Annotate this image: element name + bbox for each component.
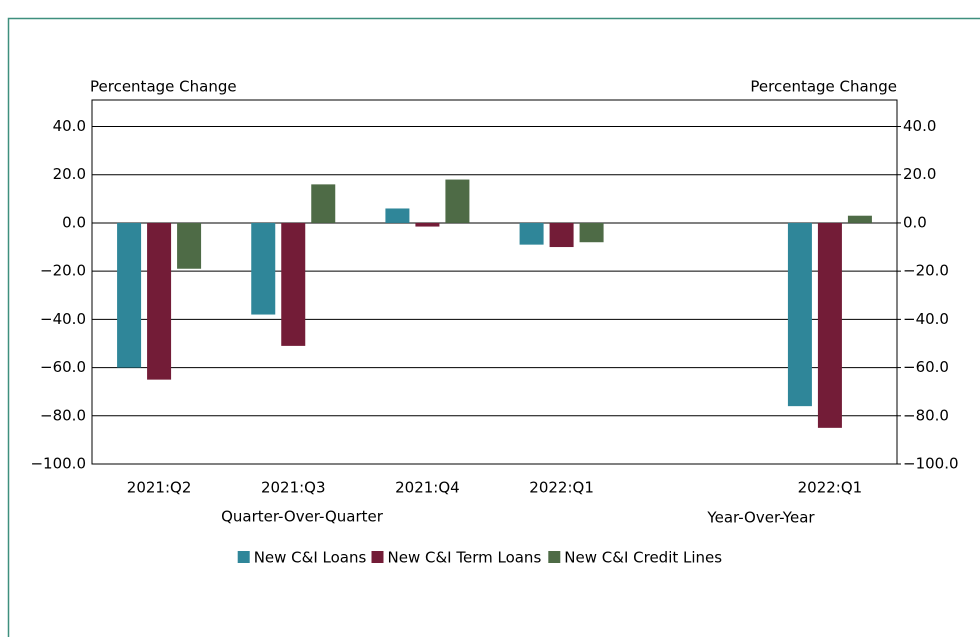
y-tick-label: 40.0 bbox=[53, 117, 86, 135]
y2-tick-label: 40.0 bbox=[903, 117, 936, 135]
x-tick-label: 2022:Q1 bbox=[798, 479, 863, 497]
y2-tick-label: −20.0 bbox=[903, 262, 949, 280]
y-tick-label: −80.0 bbox=[40, 406, 86, 424]
bar bbox=[385, 208, 410, 223]
y2-tick-label: −60.0 bbox=[903, 358, 949, 376]
y2-tick-label: 0.0 bbox=[903, 213, 927, 231]
legend-swatch bbox=[237, 551, 250, 563]
bar bbox=[311, 184, 336, 223]
y2-tick-label: −100.0 bbox=[903, 455, 959, 473]
legend-label: New C&I Loans bbox=[254, 549, 367, 567]
bar bbox=[177, 222, 202, 269]
bar bbox=[281, 222, 306, 346]
legend-label: New C&I Term Loans bbox=[388, 549, 542, 567]
y2-tick-label: −80.0 bbox=[903, 406, 949, 424]
y-tick-label: 20.0 bbox=[53, 165, 86, 183]
y-axis-label: Percentage Change bbox=[90, 78, 237, 96]
y2-axis-label: Percentage Change bbox=[750, 78, 897, 96]
bar bbox=[147, 222, 172, 380]
legend-label: New C&I Credit Lines bbox=[564, 549, 722, 567]
x-tick-label: 2022:Q1 bbox=[529, 479, 594, 497]
x-tick-label: 2021:Q3 bbox=[261, 479, 326, 497]
annotation: Year-Over-Year bbox=[706, 509, 815, 527]
y-tick-label: −40.0 bbox=[40, 310, 86, 328]
y-tick-label: −20.0 bbox=[40, 262, 86, 280]
bar bbox=[251, 222, 276, 315]
y-tick-label: 0.0 bbox=[62, 213, 86, 231]
bar bbox=[817, 222, 842, 428]
y2-tick-label: −40.0 bbox=[903, 310, 949, 328]
y2-tick-label: 20.0 bbox=[903, 165, 936, 183]
x-tick-label: 2021:Q4 bbox=[395, 479, 460, 497]
bar bbox=[117, 222, 142, 368]
y-tick-label: −60.0 bbox=[40, 358, 86, 376]
y-tick-label: −100.0 bbox=[30, 455, 86, 473]
plot-frame bbox=[91, 99, 898, 465]
bar bbox=[847, 215, 872, 223]
bar bbox=[579, 222, 604, 243]
bar bbox=[415, 222, 440, 227]
annotation: Quarter-Over-Quarter bbox=[221, 508, 384, 526]
frame bbox=[7, 17, 980, 637]
bar bbox=[787, 222, 812, 407]
bar bbox=[549, 222, 574, 248]
legend-swatch bbox=[548, 551, 561, 563]
legend-swatch bbox=[371, 551, 384, 563]
bar bbox=[519, 222, 544, 245]
bar bbox=[445, 179, 470, 223]
x-tick-label: 2021:Q2 bbox=[127, 479, 192, 497]
